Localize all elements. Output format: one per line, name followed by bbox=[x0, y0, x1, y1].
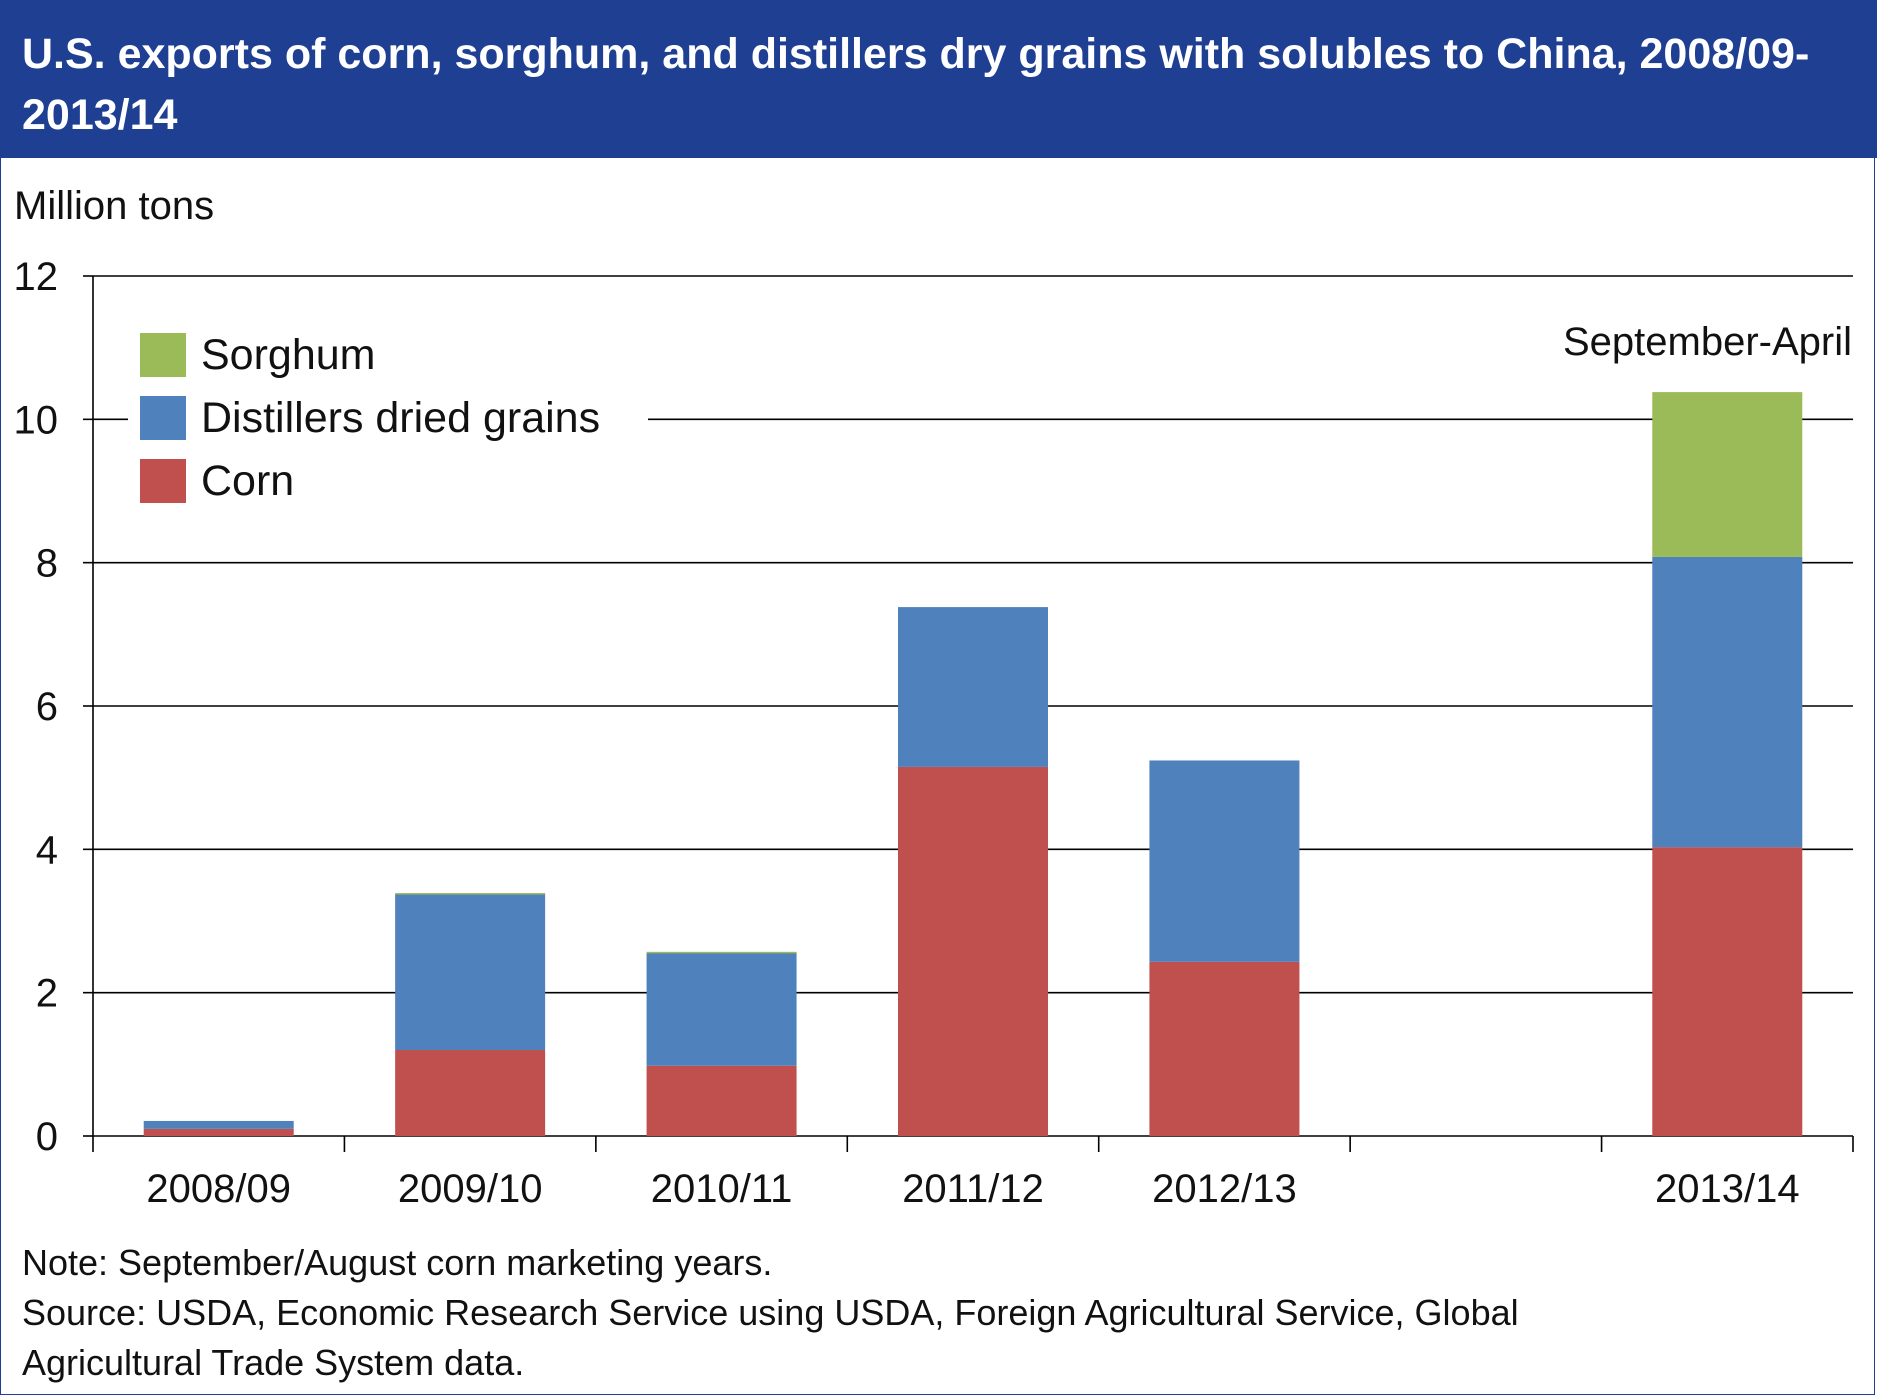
bar-corn-2013-14 bbox=[1652, 847, 1803, 1136]
bar-corn-2012-13 bbox=[1149, 961, 1300, 1136]
x-tick-label: 2013/14 bbox=[1655, 1167, 1800, 1211]
bar-distillers-dried-grains-2012-13 bbox=[1149, 760, 1300, 962]
y-tick-label: 6 bbox=[36, 685, 58, 729]
y-tick-label: 12 bbox=[14, 255, 59, 299]
x-tick-label: 2010/11 bbox=[651, 1167, 793, 1211]
bar-corn-2011-12 bbox=[898, 766, 1048, 1136]
note-text: Note: September/August corn marketing ye… bbox=[22, 1242, 773, 1283]
bar-distillers-dried-grains-2011-12 bbox=[898, 607, 1048, 767]
x-tick-label: 2008/09 bbox=[146, 1167, 291, 1211]
y-axis-unit-label: Million tons bbox=[14, 184, 215, 228]
bar-sorghum-2013-14 bbox=[1652, 392, 1803, 557]
bar-distillers-dried-grains-2010-11 bbox=[646, 952, 797, 1066]
legend-swatch-distillers-dried-grains bbox=[140, 396, 186, 440]
y-tick-label: 10 bbox=[14, 398, 59, 442]
source-text-line-2: Agricultural Trade System data. bbox=[22, 1342, 525, 1383]
bar-sorghum-2010-11 bbox=[646, 951, 797, 954]
x-tick-label: 2012/13 bbox=[1152, 1167, 1297, 1211]
x-tick-label: 2011/12 bbox=[902, 1167, 1044, 1211]
bar-distillers-dried-grains-2009-10 bbox=[395, 893, 546, 1050]
x-tick-label: 2009/10 bbox=[398, 1167, 543, 1211]
bar-corn-2009-10 bbox=[395, 1050, 546, 1136]
footnote: Note: September/August corn marketing ye… bbox=[22, 1238, 1519, 1388]
legend-swatch-corn bbox=[140, 459, 186, 503]
chart-title: U.S. exports of corn, sorghum, and disti… bbox=[22, 30, 1810, 139]
title-bar: U.S. exports of corn, sorghum, and disti… bbox=[0, 0, 1877, 158]
annotation-label: September-April bbox=[1563, 320, 1852, 364]
bar-sorghum-2009-10 bbox=[395, 893, 546, 895]
legend-swatch-sorghum bbox=[140, 333, 186, 377]
bar-distillers-dried-grains-2013-14 bbox=[1652, 556, 1803, 848]
y-tick-label: 4 bbox=[36, 828, 58, 872]
y-tick-label: 0 bbox=[36, 1115, 58, 1159]
bar-corn-2008-09 bbox=[143, 1128, 294, 1136]
y-tick-label: 2 bbox=[36, 972, 58, 1016]
source-text-line-1: Source: USDA, Economic Research Service … bbox=[22, 1292, 1519, 1333]
bar-distillers-dried-grains-2008-09 bbox=[143, 1120, 294, 1129]
legend-label: Distillers dried grains bbox=[201, 394, 600, 442]
legend-background bbox=[128, 320, 648, 510]
legend-label: Corn bbox=[201, 457, 294, 505]
bar-corn-2010-11 bbox=[646, 1065, 797, 1136]
legend-label: Sorghum bbox=[201, 331, 375, 379]
y-tick-label: 8 bbox=[36, 542, 58, 586]
